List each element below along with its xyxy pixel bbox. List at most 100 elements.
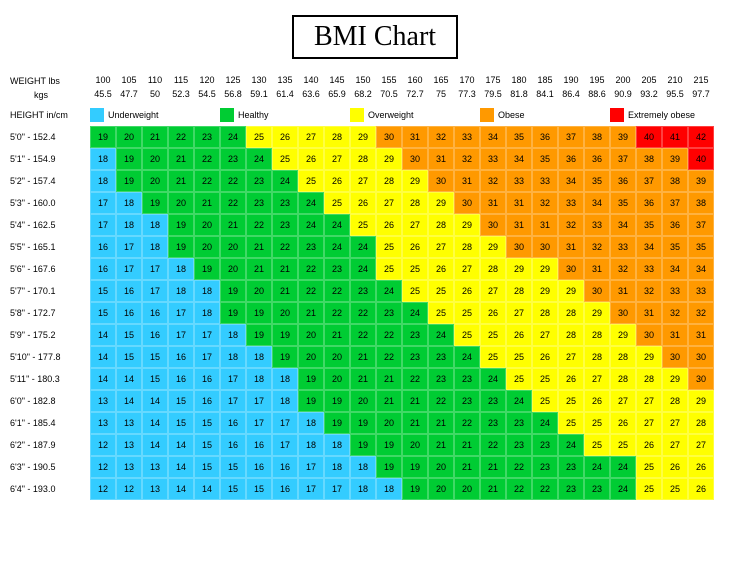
bmi-cell: 29 xyxy=(532,280,558,302)
bmi-cell: 26 xyxy=(454,280,480,302)
bmi-cell: 32 xyxy=(454,148,480,170)
bmi-cell: 17 xyxy=(194,346,220,368)
bmi-cell: 25 xyxy=(246,126,272,148)
weight-kgs-header: 77.3 xyxy=(454,88,480,102)
weight-lbs-header: 125 xyxy=(220,74,246,88)
bmi-cell: 27 xyxy=(428,236,454,258)
bmi-cell: 17 xyxy=(90,192,116,214)
bmi-cell: 23 xyxy=(428,346,454,368)
bmi-cell: 19 xyxy=(90,126,116,148)
bmi-cell: 33 xyxy=(584,214,610,236)
bmi-cell: 15 xyxy=(194,434,220,456)
bmi-cell: 20 xyxy=(350,390,376,412)
bmi-cell: 22 xyxy=(298,280,324,302)
bmi-cell: 27 xyxy=(636,390,662,412)
bmi-cell: 29 xyxy=(454,214,480,236)
bmi-cell: 32 xyxy=(610,258,636,280)
bmi-cell: 22 xyxy=(220,192,246,214)
bmi-cell: 20 xyxy=(220,258,246,280)
legend-label: Underweight xyxy=(108,110,159,120)
bmi-cell: 29 xyxy=(402,170,428,192)
bmi-cell: 17 xyxy=(90,214,116,236)
bmi-cell: 28 xyxy=(350,148,376,170)
bmi-cell: 25 xyxy=(584,412,610,434)
bmi-cell: 27 xyxy=(610,390,636,412)
height-row-label: 6'0" - 182.8 xyxy=(10,390,90,412)
height-row-label: 5'8" - 172.7 xyxy=(10,302,90,324)
weight-lbs-header: 180 xyxy=(506,74,532,88)
bmi-cell: 22 xyxy=(350,324,376,346)
bmi-cell: 25 xyxy=(428,302,454,324)
bmi-cell: 31 xyxy=(662,324,688,346)
bmi-cell: 35 xyxy=(688,236,714,258)
bmi-cell: 39 xyxy=(662,148,688,170)
bmi-cell: 23 xyxy=(298,236,324,258)
bmi-cell: 16 xyxy=(90,258,116,280)
weight-kgs-header: 59.1 xyxy=(246,88,272,102)
height-row-label: 5'11" - 180.3 xyxy=(10,368,90,390)
bmi-cell: 35 xyxy=(532,148,558,170)
bmi-cell: 16 xyxy=(168,368,194,390)
bmi-cell: 18 xyxy=(272,390,298,412)
bmi-cell: 15 xyxy=(246,478,272,500)
bmi-cell: 19 xyxy=(350,434,376,456)
bmi-cell: 19 xyxy=(324,390,350,412)
weight-lbs-header: 160 xyxy=(402,74,428,88)
bmi-cell: 25 xyxy=(558,390,584,412)
bmi-cell: 22 xyxy=(246,214,272,236)
bmi-cell: 25 xyxy=(350,214,376,236)
bmi-cell: 28 xyxy=(454,236,480,258)
bmi-cell: 15 xyxy=(116,346,142,368)
height-row-label: 5'1" - 154.9 xyxy=(10,148,90,170)
weight-lbs-header: 145 xyxy=(324,74,350,88)
bmi-cell: 28 xyxy=(636,368,662,390)
bmi-cell: 16 xyxy=(116,280,142,302)
bmi-cell: 19 xyxy=(350,412,376,434)
bmi-cell: 27 xyxy=(324,148,350,170)
bmi-cell: 14 xyxy=(142,390,168,412)
bmi-cell: 23 xyxy=(532,434,558,456)
bmi-cell: 14 xyxy=(90,346,116,368)
legend-item: Obese xyxy=(480,108,610,122)
bmi-cell: 14 xyxy=(168,456,194,478)
weight-kgs-header: 63.6 xyxy=(298,88,324,102)
bmi-cell: 23 xyxy=(246,170,272,192)
bmi-cell: 36 xyxy=(558,148,584,170)
weight-kgs-header: 72.7 xyxy=(402,88,428,102)
bmi-cell: 21 xyxy=(272,280,298,302)
bmi-cell: 19 xyxy=(246,324,272,346)
bmi-cell: 32 xyxy=(662,302,688,324)
legend-label: Obese xyxy=(498,110,525,120)
bmi-cell: 28 xyxy=(610,346,636,368)
bmi-cell: 16 xyxy=(272,456,298,478)
bmi-cell: 14 xyxy=(90,324,116,346)
bmi-cell: 20 xyxy=(298,324,324,346)
bmi-cell: 26 xyxy=(532,346,558,368)
bmi-cell: 20 xyxy=(220,236,246,258)
bmi-cell: 22 xyxy=(532,478,558,500)
bmi-cell: 18 xyxy=(220,324,246,346)
weight-lbs-header: 100 xyxy=(90,74,116,88)
bmi-cell: 15 xyxy=(90,302,116,324)
bmi-cell: 25 xyxy=(532,368,558,390)
bmi-cell: 21 xyxy=(376,368,402,390)
bmi-cell: 29 xyxy=(506,258,532,280)
bmi-cell: 20 xyxy=(324,368,350,390)
bmi-cell: 17 xyxy=(142,280,168,302)
bmi-cell: 30 xyxy=(636,324,662,346)
bmi-cell: 26 xyxy=(428,258,454,280)
bmi-cell: 14 xyxy=(142,412,168,434)
bmi-cell: 19 xyxy=(376,434,402,456)
bmi-cell: 31 xyxy=(480,192,506,214)
bmi-cell: 27 xyxy=(376,192,402,214)
bmi-cell: 33 xyxy=(610,236,636,258)
bmi-cell: 23 xyxy=(480,390,506,412)
weight-kgs-header: 70.5 xyxy=(376,88,402,102)
bmi-cell: 21 xyxy=(220,214,246,236)
bmi-cell: 18 xyxy=(168,280,194,302)
bmi-cell: 36 xyxy=(584,148,610,170)
weight-kgs-header: 65.9 xyxy=(324,88,350,102)
bmi-cell: 18 xyxy=(90,148,116,170)
bmi-cell: 27 xyxy=(662,434,688,456)
bmi-cell: 31 xyxy=(454,170,480,192)
